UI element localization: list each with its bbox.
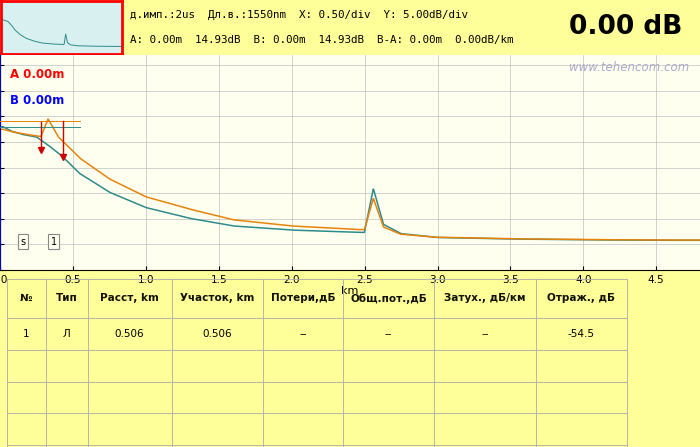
Text: s: s bbox=[21, 237, 26, 247]
Text: д.имп.:2us  Дл.в.:1550nm  X: 0.50/div  Y: 5.00dB/div: д.имп.:2us Дл.в.:1550nm X: 0.50/div Y: 5… bbox=[130, 10, 468, 21]
Text: --: -- bbox=[481, 329, 489, 339]
Text: Л: Л bbox=[62, 329, 71, 339]
Text: 0.506: 0.506 bbox=[115, 329, 144, 339]
Text: Отраж., дБ: Отраж., дБ bbox=[547, 293, 615, 304]
Text: A: 0.00m  14.93dB  B: 0.00m  14.93dB  B-A: 0.00m  0.00dB/km: A: 0.00m 14.93dB B: 0.00m 14.93dB B-A: 0… bbox=[130, 34, 513, 45]
Text: Затух., дБ/км: Затух., дБ/км bbox=[444, 293, 526, 304]
X-axis label: km: km bbox=[342, 286, 358, 296]
Text: №: № bbox=[20, 293, 32, 304]
Text: 0.00 dB: 0.00 dB bbox=[569, 14, 682, 41]
Text: Потери,дБ: Потери,дБ bbox=[270, 293, 335, 304]
Text: -54.5: -54.5 bbox=[568, 329, 594, 339]
Text: --: -- bbox=[385, 329, 392, 339]
Text: 1: 1 bbox=[23, 329, 29, 339]
Text: Тип: Тип bbox=[55, 293, 78, 304]
Text: 0.506: 0.506 bbox=[202, 329, 232, 339]
Text: B 0.00m: B 0.00m bbox=[10, 94, 64, 107]
Text: Расст, km: Расст, km bbox=[100, 293, 159, 304]
Text: A 0.00m: A 0.00m bbox=[10, 68, 65, 81]
Text: Общ.пот.,дБ: Общ.пот.,дБ bbox=[350, 293, 427, 304]
Text: www.tehencom.com: www.tehencom.com bbox=[569, 61, 690, 75]
Text: --: -- bbox=[299, 329, 307, 339]
Text: Участок, km: Участок, km bbox=[180, 293, 254, 304]
Text: 1: 1 bbox=[51, 237, 57, 247]
